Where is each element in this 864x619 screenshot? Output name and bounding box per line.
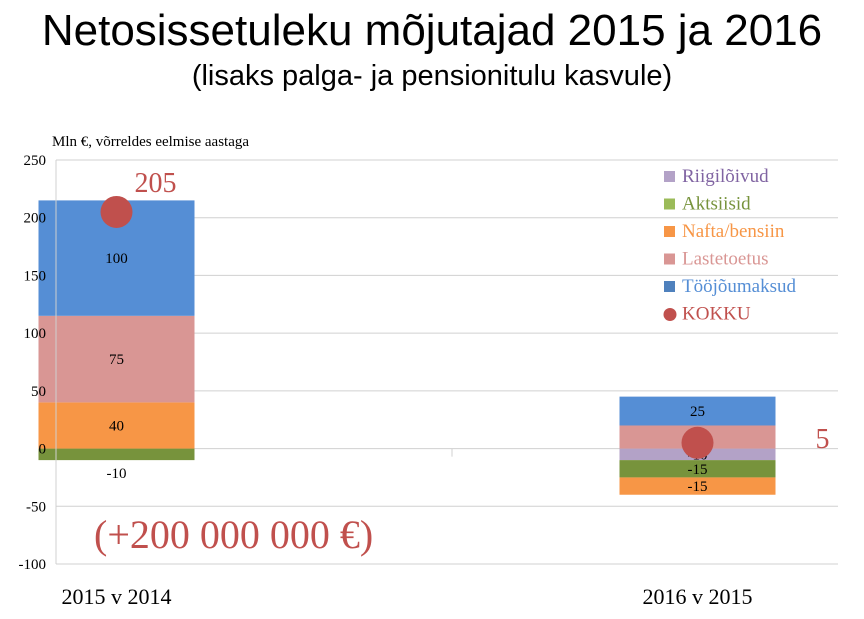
chart-subtitle: (lisaks palga- ja pensionitulu kasvule) xyxy=(191,60,673,92)
y-tick-label: 50 xyxy=(31,384,46,400)
legend-label: Riigilõivud xyxy=(682,166,769,187)
x-category-label: 2015 v 2014 xyxy=(62,584,172,609)
y-tick-label: 100 xyxy=(24,326,47,342)
total-value-label: 205 xyxy=(135,168,177,199)
legend-swatch xyxy=(664,253,675,265)
y-axis: 250 200 150 100 50 0 -50 -100 2015 v 2014 2016 v … xyxy=(19,153,753,609)
legend-label: Tööjõumaksud xyxy=(682,276,796,297)
legend-label: Lastetoetus xyxy=(682,249,769,270)
bar-segment xyxy=(38,448,195,461)
segment-value-label: -15 xyxy=(688,462,708,478)
y-tick-label: -50 xyxy=(26,499,46,515)
bar-segment xyxy=(38,315,195,403)
x-category-label: 2016 v 2015 xyxy=(643,584,753,609)
segment-value-label: 75 xyxy=(109,352,124,368)
segment-value-label: 100 xyxy=(105,251,128,267)
total-marker xyxy=(681,426,714,459)
legend: Riigilõivud Aktsiisid Nafta/bensiin Lasteto… xyxy=(663,166,796,325)
bar-segment xyxy=(619,477,776,495)
y-tick-label: 150 xyxy=(24,268,47,284)
legend-swatch xyxy=(664,226,675,237)
segment-value-label: -10 xyxy=(107,466,127,482)
segment-value-label: 25 xyxy=(690,404,705,420)
y-tick-label: 200 xyxy=(24,211,47,227)
y-tick-label: -100 xyxy=(19,557,47,573)
annotation-note: (+200 000 000 €) xyxy=(94,512,373,557)
legend-label: KOKKU xyxy=(682,304,751,325)
legend-label: Aktsiisid xyxy=(682,194,751,215)
bars xyxy=(38,200,776,495)
legend-swatch xyxy=(663,308,677,321)
bar-segment xyxy=(619,396,776,426)
y-tick-label: 250 xyxy=(24,153,47,169)
segment-value-label: 40 xyxy=(109,418,124,434)
segment-value-label: -15 xyxy=(688,479,708,495)
total-value-label: 5 xyxy=(816,424,830,455)
unit-label: Mln €, võrreldes eelmise aastaga xyxy=(52,134,249,150)
bar-segment xyxy=(619,460,776,478)
y-tick-label: 0 xyxy=(39,442,47,458)
legend-swatch xyxy=(664,171,675,182)
chart-title: Netosissetuleku mõjutajad 2015 ja 2016 xyxy=(41,6,823,55)
legend-swatch xyxy=(664,281,675,292)
legend-label: Nafta/bensiin xyxy=(682,221,785,242)
total-marker xyxy=(100,195,133,228)
bar-segment xyxy=(38,402,195,449)
legend-swatch xyxy=(664,198,675,210)
